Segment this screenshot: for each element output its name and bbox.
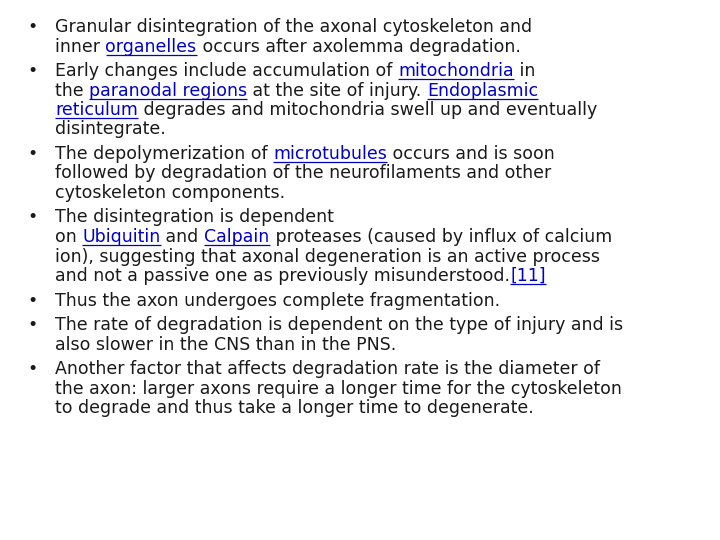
Text: The disintegration is dependent: The disintegration is dependent <box>55 208 334 226</box>
Text: [11]: [11] <box>510 267 546 285</box>
Text: followed by degradation of the neurofilaments and other: followed by degradation of the neurofila… <box>55 165 552 183</box>
Text: inner: inner <box>55 37 106 56</box>
Text: Another factor that affects degradation rate is the diameter of: Another factor that affects degradation … <box>55 360 600 378</box>
Text: Ubiquitin: Ubiquitin <box>82 228 161 246</box>
Text: Granular disintegration of the axonal cytoskeleton and: Granular disintegration of the axonal cy… <box>55 18 532 36</box>
Text: •: • <box>27 360 37 378</box>
Text: reticulum: reticulum <box>55 101 138 119</box>
Text: occurs and is soon: occurs and is soon <box>387 145 554 163</box>
Text: in: in <box>513 62 535 80</box>
Text: organelles: organelles <box>106 37 197 56</box>
Text: mitochondria: mitochondria <box>398 62 513 80</box>
Text: the axon: larger axons require a longer time for the cytoskeleton: the axon: larger axons require a longer … <box>55 380 622 397</box>
Text: disintegrate.: disintegrate. <box>55 120 166 138</box>
Text: on: on <box>55 228 82 246</box>
Text: •: • <box>27 316 37 334</box>
Text: •: • <box>27 145 37 163</box>
Text: •: • <box>27 208 37 226</box>
Text: and: and <box>161 228 204 246</box>
Text: also slower in the CNS than in the PNS.: also slower in the CNS than in the PNS. <box>55 335 396 354</box>
Text: and not a passive one as previously misunderstood.: and not a passive one as previously misu… <box>55 267 510 285</box>
Text: Early changes include accumulation of: Early changes include accumulation of <box>55 62 398 80</box>
Text: •: • <box>27 18 37 36</box>
Text: at the site of injury.: at the site of injury. <box>247 82 427 99</box>
Text: •: • <box>27 62 37 80</box>
Text: proteases (caused by influx of calcium: proteases (caused by influx of calcium <box>269 228 612 246</box>
Text: cytoskeleton components.: cytoskeleton components. <box>55 184 285 202</box>
Text: ion), suggesting that axonal degeneration is an active process: ion), suggesting that axonal degeneratio… <box>55 247 600 266</box>
Text: paranodal regions: paranodal regions <box>89 82 247 99</box>
Text: Thus the axon undergoes complete fragmentation.: Thus the axon undergoes complete fragmen… <box>55 292 500 309</box>
Text: degrades and mitochondria swell up and eventually: degrades and mitochondria swell up and e… <box>138 101 597 119</box>
Text: The rate of degradation is dependent on the type of injury and is: The rate of degradation is dependent on … <box>55 316 623 334</box>
Text: microtubules: microtubules <box>273 145 387 163</box>
Text: Endoplasmic: Endoplasmic <box>427 82 538 99</box>
Text: occurs after axolemma degradation.: occurs after axolemma degradation. <box>197 37 521 56</box>
Text: to degrade and thus take a longer time to degenerate.: to degrade and thus take a longer time t… <box>55 399 534 417</box>
Text: •: • <box>27 292 37 309</box>
Text: the: the <box>55 82 89 99</box>
Text: Calpain: Calpain <box>204 228 269 246</box>
Text: The depolymerization of: The depolymerization of <box>55 145 273 163</box>
